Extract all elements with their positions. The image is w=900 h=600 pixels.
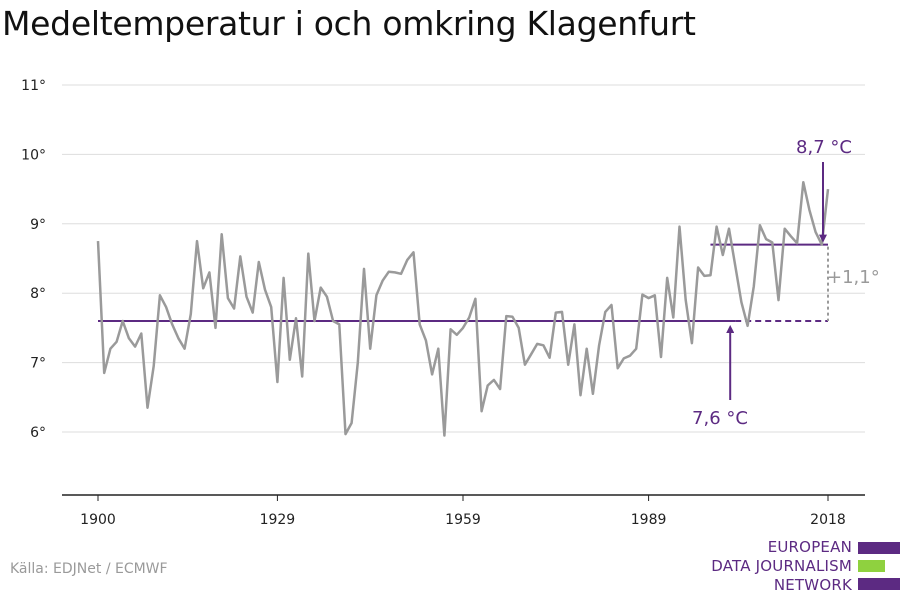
- y-tick-label: 10°: [21, 147, 46, 163]
- y-tick-label: 6°: [30, 425, 46, 441]
- x-tick-label: 1989: [631, 512, 667, 528]
- chart-title: Medeltemperatur i och omkring Klagenfurt: [2, 4, 696, 43]
- x-tick-label: 1900: [80, 512, 116, 528]
- reference-label: 7,6 °C: [692, 408, 748, 429]
- logo-bar-3: [858, 578, 900, 590]
- logo-line-1: EUROPEAN: [767, 538, 852, 556]
- recent-average-label: 8,7 °C: [796, 137, 852, 158]
- x-tick-label: 1959: [445, 512, 481, 528]
- logo-line-3: NETWORK: [773, 576, 852, 594]
- grid-lines: [62, 84, 865, 433]
- y-tick-label: 9°: [30, 217, 46, 233]
- source-note: Källa: EDJNet / ECMWF: [10, 561, 168, 577]
- temperature-series: [96, 180, 830, 437]
- edjnet-logo: EUROPEAN DATA JOURNALISM NETWORK: [700, 538, 900, 596]
- y-tick-label: 7°: [30, 356, 46, 372]
- annotations: 8,7 °C 7,6 °C +1,1°: [692, 137, 880, 429]
- difference-label: +1,1°: [827, 267, 880, 288]
- y-tick-label: 8°: [30, 286, 46, 302]
- reference-lines: [98, 243, 829, 322]
- logo-bar-1: [858, 542, 900, 554]
- y-axis-tick-labels: 6° 7° 8° 9° 10° 11°: [21, 78, 46, 441]
- logo-bar-2: [858, 560, 885, 572]
- x-axis: 1900 1929 1959 1989 2018: [62, 494, 865, 528]
- x-tick-label: 2018: [810, 512, 846, 528]
- x-tick-label: 1929: [260, 512, 296, 528]
- series-line: [96, 180, 830, 437]
- logo-line-2: DATA JOURNALISM: [711, 557, 852, 575]
- y-tick-label: 11°: [21, 78, 46, 94]
